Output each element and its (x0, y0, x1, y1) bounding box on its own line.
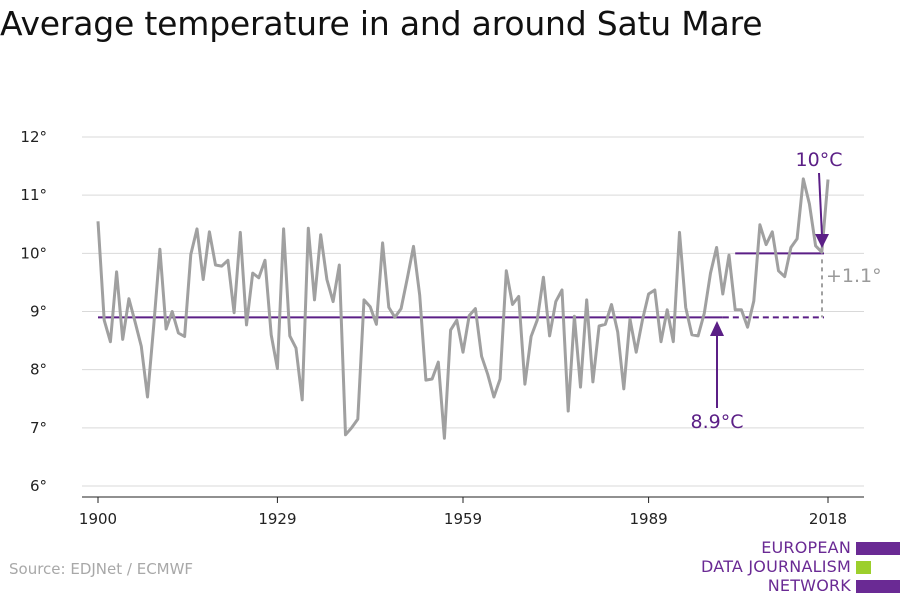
recent-arrow-head (815, 234, 829, 248)
y-tick-label-9: 9° (30, 303, 47, 321)
grid-lines (82, 136, 864, 487)
annotations: 10°C 8.9°C +1.1° (691, 149, 882, 433)
logo-line-2: DATA JOURNALISM (701, 557, 851, 576)
logo-bar-purple-bottom (856, 580, 900, 593)
edjnet-logo: EUROPEAN DATA JOURNALISM NETWORK (700, 538, 900, 595)
temperature-series-line (96, 177, 830, 440)
baseline-arrow-head (710, 321, 724, 336)
y-axis-ticks: 6° 7° 8° 9° 10° 11° 12° (20, 128, 47, 495)
x-tick-label-1959: 1959 (444, 510, 482, 528)
source-note: Source: EDJNet / ECMWF (9, 560, 194, 578)
logo-line-1: EUROPEAN (761, 538, 851, 557)
x-tick-label-1989: 1989 (629, 510, 667, 528)
logo-bar-purple-top (856, 542, 900, 555)
x-tick-label-2018: 2018 (809, 510, 847, 528)
y-tick-label-8: 8° (30, 361, 47, 379)
chart-title: Average temperature in and around Satu M… (0, 4, 763, 43)
recent-arrow-shaft (818, 172, 823, 237)
y-tick-label-7: 7° (30, 419, 47, 437)
y-tick-label-6: 6° (30, 477, 47, 495)
reference-lines (98, 252, 824, 319)
difference-label: +1.1° (826, 265, 882, 287)
y-tick-label-11: 11° (20, 186, 47, 204)
y-tick-label-10: 10° (20, 244, 47, 262)
x-tick-label-1929: 1929 (258, 510, 296, 528)
recent-average-label: 10°C (796, 149, 843, 171)
baseline-average-label: 8.9°C (691, 411, 744, 433)
y-tick-label-12: 12° (20, 128, 47, 146)
x-axis-ticks: 1900 1929 1959 1989 2018 (79, 497, 847, 528)
logo-bar-green (856, 561, 871, 574)
x-tick-label-1900: 1900 (79, 510, 117, 528)
logo-line-3: NETWORK (767, 576, 851, 595)
